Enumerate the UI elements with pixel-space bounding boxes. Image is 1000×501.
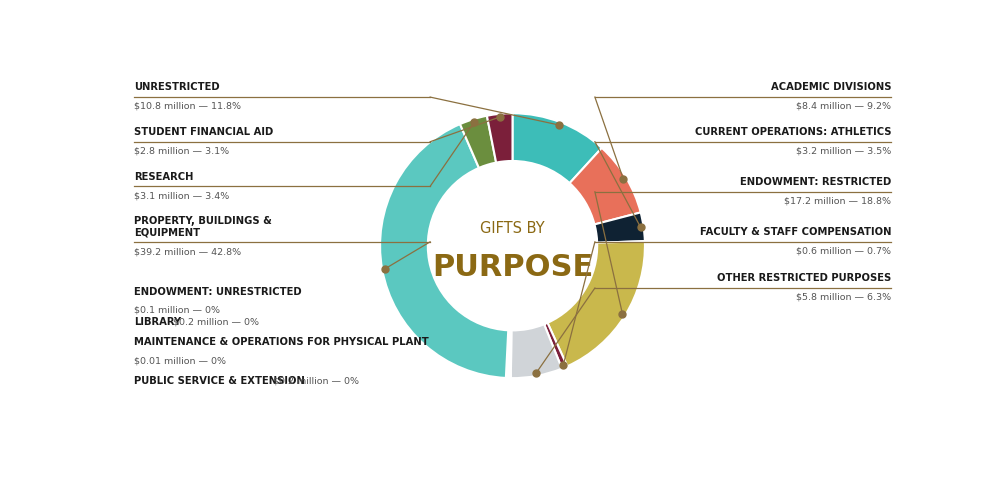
Text: UNRESTRICTED: UNRESTRICTED [134,83,219,93]
Wedge shape [594,212,645,243]
Text: $3.1 million — 3.4%: $3.1 million — 3.4% [134,191,229,200]
Text: $39.2 million — 42.8%: $39.2 million — 42.8% [134,248,241,257]
Text: $0.2 million — 0%: $0.2 million — 0% [170,318,259,327]
Text: RESEARCH: RESEARCH [134,172,193,182]
Text: PURPOSE: PURPOSE [432,253,593,282]
Wedge shape [506,330,509,378]
Text: $8.4 million — 9.2%: $8.4 million — 9.2% [796,102,891,111]
Wedge shape [380,124,508,378]
Text: ENDOWMENT: RESTRICTED: ENDOWMENT: RESTRICTED [740,177,891,187]
Text: $17.2 million — 18.8%: $17.2 million — 18.8% [784,196,891,205]
Wedge shape [508,330,509,378]
Text: $0.2 million — 0%: $0.2 million — 0% [270,377,359,386]
Wedge shape [508,330,511,378]
Text: STUDENT FINANCIAL AID: STUDENT FINANCIAL AID [134,127,273,137]
Text: ACADEMIC DIVISIONS: ACADEMIC DIVISIONS [771,83,891,93]
Text: CURRENT OPERATIONS: ATHLETICS: CURRENT OPERATIONS: ATHLETICS [695,127,891,137]
Wedge shape [548,241,645,366]
Text: $0.01 million — 0%: $0.01 million — 0% [134,357,226,366]
Text: ENDOWMENT: UNRESTRICTED: ENDOWMENT: UNRESTRICTED [134,287,301,297]
Wedge shape [460,116,496,168]
Text: $10.8 million — 11.8%: $10.8 million — 11.8% [134,102,241,111]
Wedge shape [487,113,512,163]
Text: LIBRARY: LIBRARY [134,317,181,327]
Text: $0.6 million — 0.7%: $0.6 million — 0.7% [796,246,891,256]
Text: $3.2 million — 3.5%: $3.2 million — 3.5% [796,146,891,155]
Wedge shape [570,148,641,224]
Text: PROPERTY, BUILDINGS &: PROPERTY, BUILDINGS & [134,215,272,225]
Text: OTHER RESTRICTED PURPOSES: OTHER RESTRICTED PURPOSES [717,274,891,284]
Text: $2.8 million — 3.1%: $2.8 million — 3.1% [134,146,229,155]
Wedge shape [510,330,511,378]
Text: EQUIPMENT: EQUIPMENT [134,227,200,237]
Wedge shape [544,323,567,369]
Wedge shape [511,324,562,378]
Text: GIFTS BY: GIFTS BY [480,221,545,236]
Text: PUBLIC SERVICE & EXTENSION: PUBLIC SERVICE & EXTENSION [134,376,305,386]
Wedge shape [512,113,602,183]
Text: FACULTY & STAFF COMPENSATION: FACULTY & STAFF COMPENSATION [700,227,891,237]
Text: $5.8 million — 6.3%: $5.8 million — 6.3% [796,293,891,302]
Text: $0.1 million — 0%: $0.1 million — 0% [134,306,220,315]
Text: MAINTENANCE & OPERATIONS FOR PHYSICAL PLANT: MAINTENANCE & OPERATIONS FOR PHYSICAL PL… [134,337,428,347]
